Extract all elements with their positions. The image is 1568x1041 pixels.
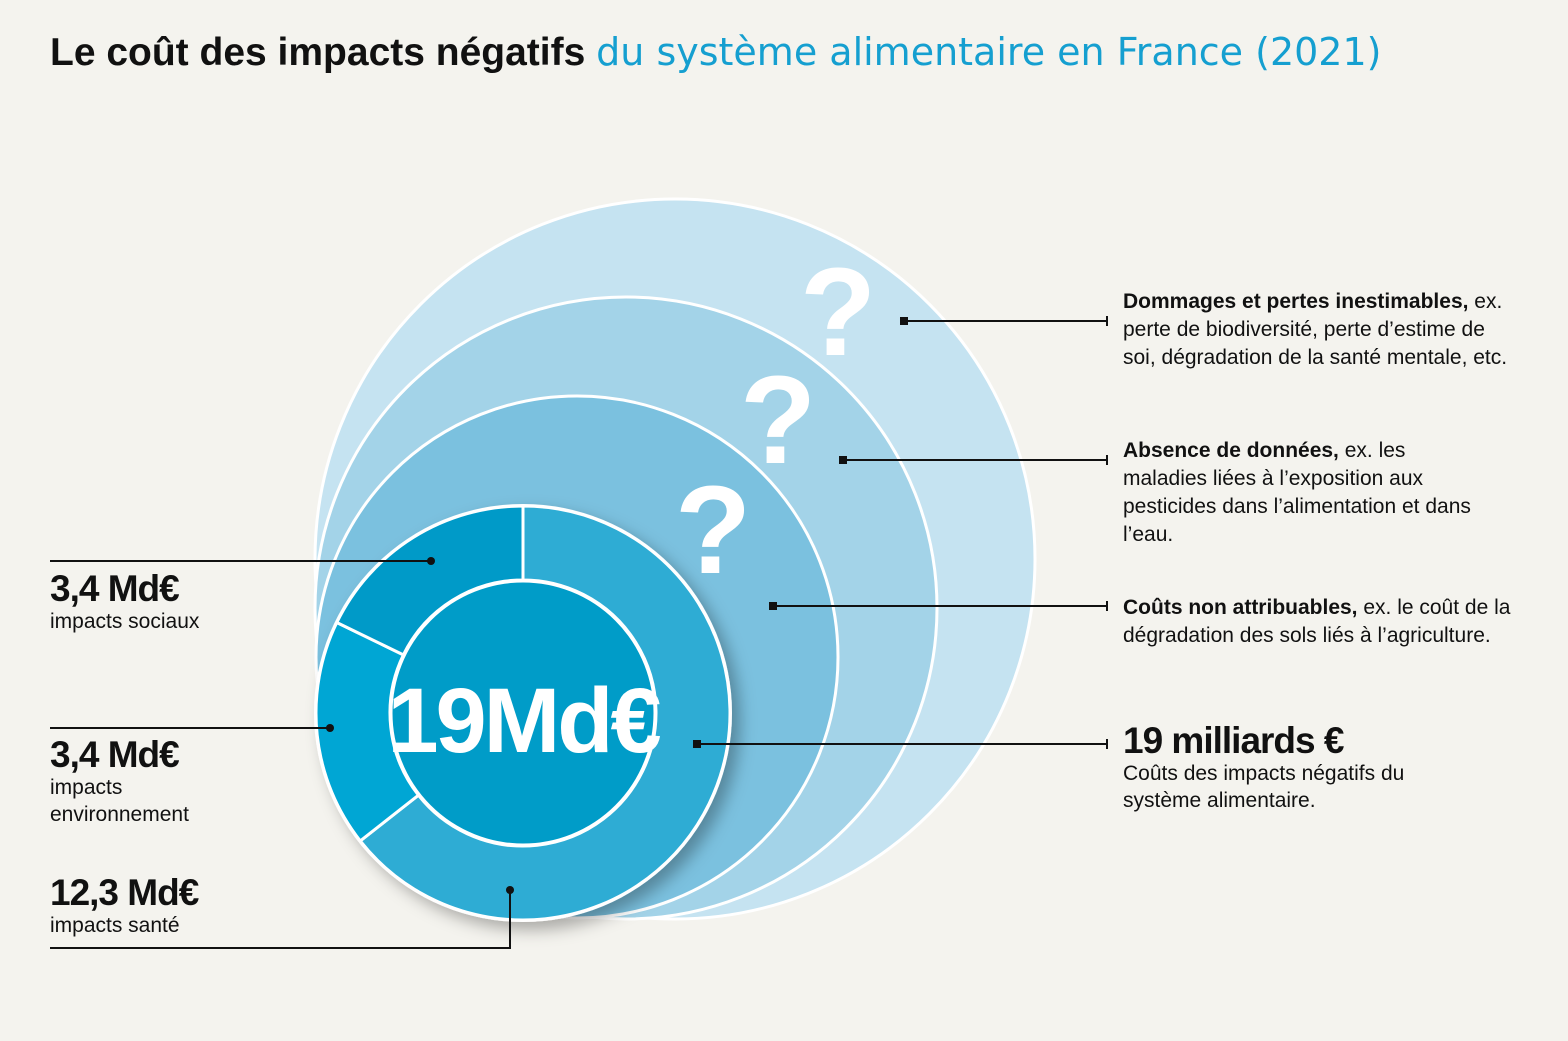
donut-center xyxy=(389,579,657,847)
title-main: Le coût des impacts négatifs xyxy=(50,31,586,74)
value-sante: 12,3 Md€ xyxy=(50,872,199,913)
center-label: 19Md€ xyxy=(387,670,660,772)
page-title: Le coût des impacts négatifs du système … xyxy=(50,30,1381,75)
label-sociaux: 3,4 Md€ impacts sociaux xyxy=(50,570,199,635)
text-sante: impacts santé xyxy=(50,914,180,937)
question-mark-1: ? xyxy=(800,243,876,382)
callout-sante xyxy=(50,890,511,949)
text-non-attribuables: ex. le coût de la dégradation des sols l… xyxy=(1123,596,1511,647)
callout-lines xyxy=(50,316,1108,949)
text-sociaux: impacts sociaux xyxy=(50,610,200,633)
label-absence: Absence de données, ex. les maladies lié… xyxy=(1123,437,1493,549)
callout-markers xyxy=(326,317,908,894)
donut xyxy=(314,504,732,922)
question-mark-2: ? xyxy=(740,351,816,490)
label-environnement: 3,4 Md€ impacts environnement xyxy=(50,736,230,828)
value-environnement: 3,4 Md€ xyxy=(50,734,180,775)
question-mark-3: ? xyxy=(675,461,751,600)
label-sante: 12,3 Md€ impacts santé xyxy=(50,872,199,939)
text-total: Coûts des impacts négatifs du système al… xyxy=(1123,762,1405,812)
value-sociaux: 3,4 Md€ xyxy=(50,568,180,609)
label-non-attribuables: Coûts non attribuables, ex. le coût de l… xyxy=(1123,594,1523,650)
bold-absence: Absence de données, xyxy=(1123,439,1339,462)
title-accent: du système alimentaire en France (2021) xyxy=(596,30,1382,74)
bold-inestimables: Dommages et pertes inestimables, xyxy=(1123,290,1469,313)
bold-non-attribuables: Coûts non attribuables, xyxy=(1123,596,1358,619)
label-total: 19 milliards € Coûts des impacts négatif… xyxy=(1123,722,1443,814)
text-absence: ex. les maladies liées à l’exposition au… xyxy=(1123,439,1471,546)
bold-total: 19 milliards € xyxy=(1123,720,1344,761)
label-inestimables: Dommages et pertes inestimables, ex. per… xyxy=(1123,288,1523,372)
text-inestimables: ex. perte de biodiversité, perte d’estim… xyxy=(1123,290,1508,369)
text-environnement: impacts environnement xyxy=(50,776,189,826)
